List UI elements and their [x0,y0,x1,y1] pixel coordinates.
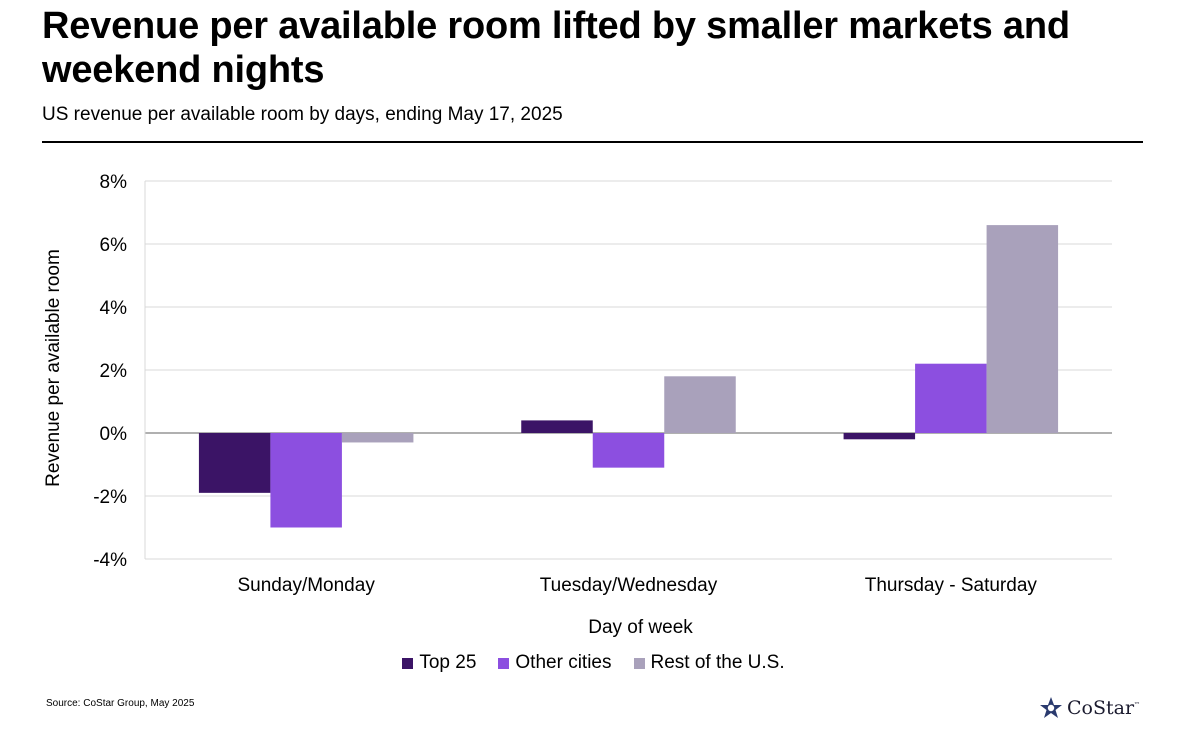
y-axis-title: Revenue per available room [43,249,64,487]
legend-label-top25: Top 25 [419,652,477,673]
y-tick-label: -4% [93,550,127,571]
legend-item-rest-of-us: Rest of the U.S. [633,651,785,675]
x-tick-label: Thursday - Saturday [865,575,1038,596]
legend-item-top25: Top 25 [402,651,476,675]
legend-label-rest-of-us: Rest of the U.S. [650,652,785,673]
costar-star-icon [1040,697,1062,718]
legend-swatch-other-cities [498,657,510,669]
y-tick-label: 4% [100,298,128,319]
chart-legend: Top 25 Other cities Rest of the U.S. [0,651,1187,675]
chart-title: Revenue per available room lifted by sma… [42,5,1070,91]
y-tick-label: 8% [100,172,128,193]
bar-top-25 [843,433,916,440]
bar-rest-of-the-u-s- [341,433,414,443]
legend-swatch-top25 [402,657,414,669]
y-tick-label: 6% [100,235,128,256]
chart-subtitle: US revenue per available room by days, e… [42,104,563,125]
bar-top-25 [198,433,271,493]
legend-label-other-cities: Other cities [515,652,612,673]
title-divider [42,141,1143,143]
bar-rest-of-the-u-s- [986,225,1059,433]
bar-other-cities [270,433,342,528]
legend-item-other-cities: Other cities [498,651,612,675]
bar-other-cities [915,363,987,433]
costar-logo: CoStar™ [1039,696,1140,720]
costar-logo-text: CoStar™ [1067,697,1141,719]
y-tick-label: 2% [100,361,128,382]
x-tick-label: Sunday/Monday [238,575,376,596]
y-tick-label: -2% [93,487,127,508]
x-axis-title: Day of week [588,617,693,638]
legend-swatch-rest-of-us [633,657,645,669]
bar-rest-of-the-u-s- [664,376,736,433]
y-tick-label: 0% [100,424,128,445]
source-note: Source: CoStar Group, May 2025 [46,698,195,709]
bar-top-25 [521,420,593,433]
bar-other-cities [592,433,665,468]
x-tick-label: Tuesday/Wednesday [540,575,718,596]
